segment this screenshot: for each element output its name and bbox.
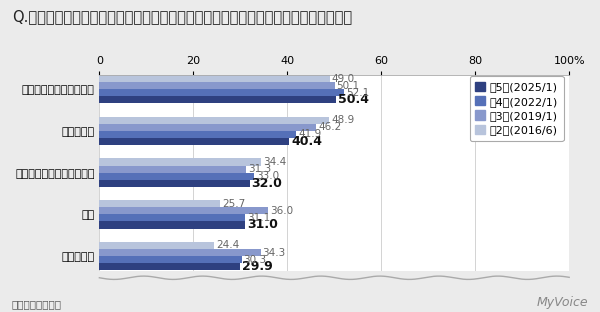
Text: MyVoice: MyVoice bbox=[536, 296, 588, 309]
Bar bbox=[100, 75, 329, 82]
Text: 33.0: 33.0 bbox=[256, 171, 280, 181]
Bar bbox=[100, 249, 260, 256]
Text: 25.7: 25.7 bbox=[222, 199, 245, 209]
Text: 34.4: 34.4 bbox=[263, 157, 286, 167]
Text: 46.2: 46.2 bbox=[319, 122, 341, 132]
Text: 41.9: 41.9 bbox=[298, 129, 322, 139]
Bar bbox=[100, 82, 335, 89]
Text: 24.4: 24.4 bbox=[216, 241, 239, 251]
Text: 31.1: 31.1 bbox=[247, 213, 271, 223]
Text: 36.0: 36.0 bbox=[271, 206, 293, 216]
Bar bbox=[100, 124, 316, 131]
Text: 50.4: 50.4 bbox=[338, 93, 369, 106]
Text: 34.3: 34.3 bbox=[262, 247, 286, 257]
Text: 31.0: 31.0 bbox=[247, 218, 278, 232]
Text: 31.3: 31.3 bbox=[248, 164, 272, 174]
Bar bbox=[100, 166, 247, 173]
Text: 29.9: 29.9 bbox=[242, 260, 272, 273]
Text: ：豆腐を食べる人: ：豆腐を食べる人 bbox=[12, 299, 62, 309]
Bar bbox=[100, 131, 296, 138]
Bar bbox=[100, 200, 220, 207]
Legend: 第5回(2025/1), 第4回(2022/1), 第3回(2019/1), 第2回(2016/6): 第5回(2025/1), 第4回(2022/1), 第3回(2019/1), 第… bbox=[470, 76, 563, 141]
Bar bbox=[100, 256, 242, 263]
Text: 40.4: 40.4 bbox=[291, 135, 322, 148]
Text: Q.豆腐を食べたり料理したりするにあたり、豆腐に魅力を感じることはありますか？: Q.豆腐を食べたり料理したりするにあたり、豆腐に魅力を感じることはありますか？ bbox=[12, 9, 352, 24]
Text: 52.1: 52.1 bbox=[346, 88, 369, 98]
Bar bbox=[100, 173, 254, 180]
Bar bbox=[100, 242, 214, 249]
Bar bbox=[100, 180, 250, 187]
Bar bbox=[100, 207, 268, 214]
Bar bbox=[100, 214, 245, 222]
Text: 32.0: 32.0 bbox=[251, 177, 283, 190]
Bar bbox=[100, 138, 289, 145]
Bar bbox=[100, 158, 261, 166]
Text: 50.1: 50.1 bbox=[337, 80, 360, 91]
Bar bbox=[100, 117, 329, 124]
Text: 30.3: 30.3 bbox=[244, 255, 267, 265]
Text: 48.9: 48.9 bbox=[331, 115, 354, 125]
Text: 49.0: 49.0 bbox=[331, 74, 355, 84]
Bar bbox=[100, 89, 344, 96]
Bar bbox=[100, 222, 245, 228]
Bar bbox=[100, 96, 336, 103]
Bar bbox=[100, 263, 240, 270]
